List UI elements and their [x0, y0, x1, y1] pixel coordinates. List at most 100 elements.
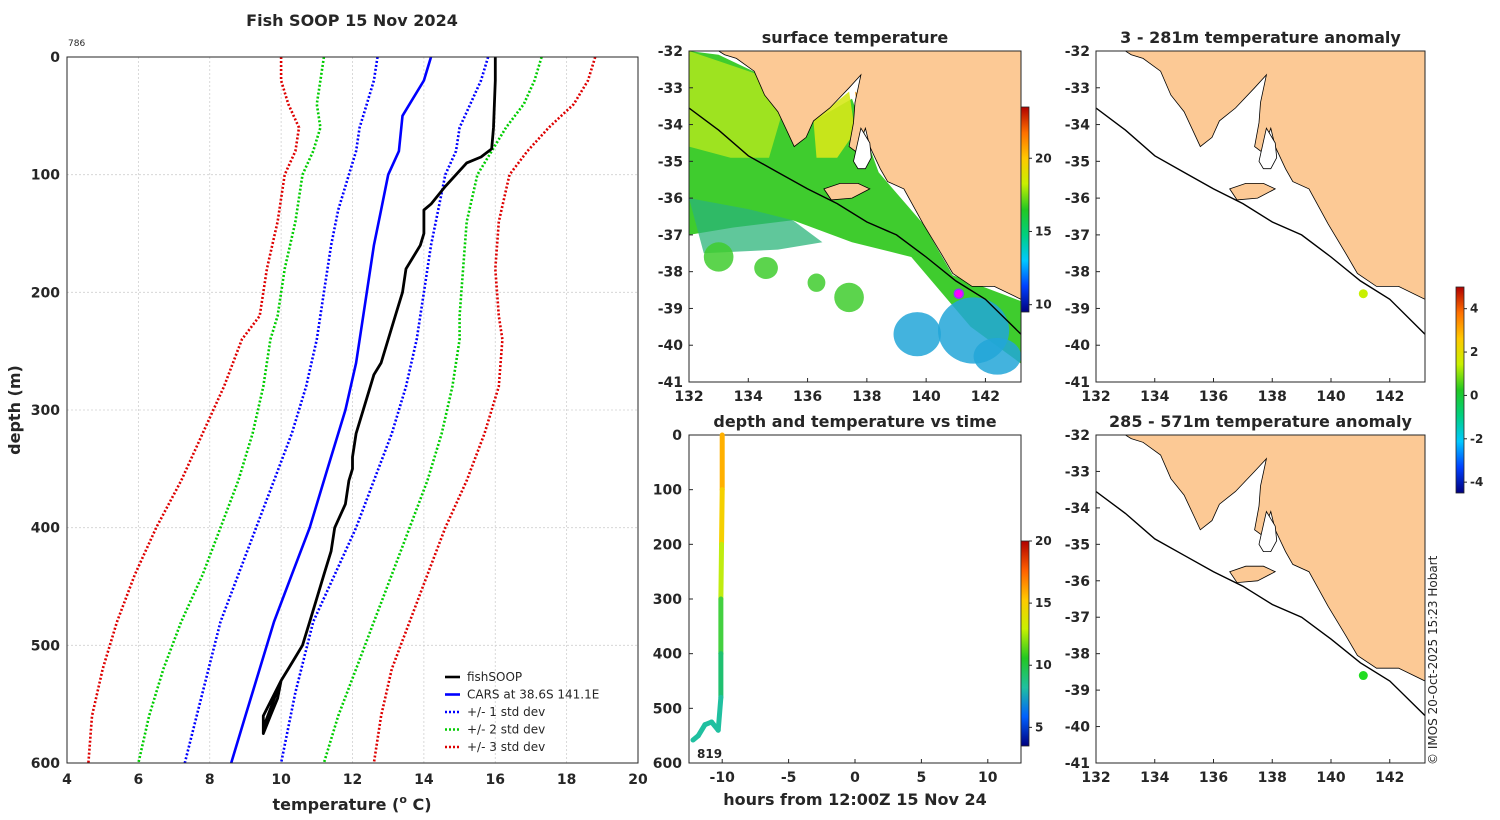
gulf-st-vincent [1258, 127, 1278, 170]
depth-time-track-segment [718, 541, 725, 602]
colorbar-tick-label: 0 [1470, 388, 1478, 402]
colorbar-tick-label: 10 [1035, 658, 1052, 672]
map-ytick-label: -37 [658, 228, 683, 244]
depth-time-ytick-label: 100 [653, 483, 682, 499]
land-mainland [717, 51, 1021, 300]
land-mainland [1124, 435, 1425, 682]
sst-patch [754, 256, 778, 280]
legend-entry: CARS at 38.6S 141.1E [467, 688, 599, 702]
sst-field-cool-band [689, 198, 823, 254]
depth-time-title: depth and temperature vs time [713, 412, 996, 431]
cars-climatology-line [229, 56, 433, 764]
map-xtick-label: 140 [912, 389, 941, 405]
sst-patch [834, 282, 864, 313]
map-ytick-label: -38 [1065, 647, 1090, 663]
colorbar-tick-label: 15 [1035, 224, 1052, 238]
credit-text: © IMOS 20-Oct-2025 15:23 Hobart [1426, 555, 1440, 765]
map-ytick-label: -33 [1065, 81, 1090, 97]
map-ytick-label: -33 [658, 81, 683, 97]
surface-temperature-map: 132 134 136 138 140 142 -32 -33 -34 -35 -36 -37 -38 -… [658, 28, 1022, 405]
map-ytick-label: -34 [1065, 501, 1091, 517]
depth-time-xtick-label: -10 [710, 770, 736, 786]
profile-location-marker [1358, 289, 1368, 299]
map-xtick-label: 134 [734, 389, 763, 405]
profile-ytick-label: 100 [31, 168, 60, 184]
sst-field-gulf [813, 91, 855, 158]
map-ytick-label: -37 [1065, 228, 1090, 244]
colorbar-bar [1020, 106, 1030, 313]
map-axes-box [1095, 434, 1426, 764]
anomaly-colorbar: 4 2 0 -2 -4 [1455, 286, 1483, 494]
colorbar-tick-label: -4 [1470, 475, 1483, 489]
depth-time-ytick-label: 200 [653, 537, 682, 553]
fishsoop-profile-line [261, 57, 497, 735]
profile-location-marker [1358, 671, 1368, 681]
map-content [1096, 435, 1425, 763]
map-title: surface temperature [762, 28, 949, 47]
profile-xtick-label: 18 [557, 772, 576, 788]
map-xtick-label: 142 [1375, 770, 1404, 786]
gulf-st-vincent [1258, 510, 1278, 552]
depth-time-xtick-label: 5 [917, 770, 927, 786]
map-ytick-label: -40 [1065, 338, 1091, 354]
map-ytick-label: -39 [1065, 683, 1090, 699]
map-title: 285 - 571m temperature anomaly [1109, 412, 1412, 431]
profile-xtick-label: 12 [343, 772, 362, 788]
map-ytick-label: -39 [658, 301, 683, 317]
depth-time-colorbar: 5 10 15 20 [1020, 534, 1052, 747]
depth-time-xtick-label: 0 [850, 770, 860, 786]
profile-ytick-label: 300 [31, 403, 60, 419]
depth-time-ytick-label: 500 [653, 701, 682, 717]
shelf-break-contour [1096, 107, 1425, 335]
depth-time-ytick-label: 0 [672, 428, 682, 444]
shelf-break-contour [1096, 490, 1425, 717]
map-ytick-label: -32 [658, 44, 683, 60]
legend-entry: +/- 1 std dev [467, 705, 545, 719]
map-xtick-label: 132 [1081, 389, 1110, 405]
map-ytick-label: -36 [1065, 574, 1090, 590]
map-ytick-label: -41 [1065, 375, 1090, 391]
land-mainland [1124, 51, 1425, 300]
profile-title: Fish SOOP 15 Nov 2024 [246, 11, 458, 30]
profile-ylabel: depth (m) [5, 365, 24, 455]
depth-time-track-segment [690, 733, 701, 743]
map-ytick-label: -38 [1065, 265, 1090, 281]
gulf-st-vincent [853, 127, 872, 170]
map-xtick-label: 132 [1081, 770, 1110, 786]
profile-ytick-label: 0 [50, 50, 60, 66]
shelf-break-contour [689, 107, 1021, 335]
map-ytick-label: -37 [1065, 610, 1090, 626]
colorbar-bar [1020, 540, 1030, 747]
profile-xtick-label: 10 [271, 772, 291, 788]
std-envelope-2-left [137, 56, 326, 764]
map-xtick-label: 138 [1258, 389, 1287, 405]
map-xtick-label: 142 [1375, 389, 1404, 405]
map-ytick-label: -40 [658, 338, 684, 354]
anomaly-deep-map: 132 134 136 138 140 142 -32 -33 -34 -35 -36 -37 -38 -… [1065, 412, 1426, 786]
colorbar-bar [1455, 286, 1465, 494]
depth-time-ytick-label: 400 [653, 647, 682, 663]
profile-xtick-label: 14 [414, 772, 434, 788]
colorbar-tick-label: 5 [1035, 720, 1043, 734]
xlabel-tail: C) [407, 795, 432, 814]
sst-field-warm-bight [689, 51, 781, 158]
depth-time-ytick-label: 600 [653, 756, 682, 772]
colorbar-tick-label: 10 [1035, 298, 1052, 312]
profile-xtick-label: 20 [628, 772, 648, 788]
colorbar-tick-label: -2 [1470, 432, 1483, 446]
depth-time-track-segment [715, 694, 724, 733]
legend-entry: +/- 2 std dev [467, 723, 545, 737]
depth-time-annotation: 819 [697, 747, 722, 761]
map-axes-box [1095, 50, 1426, 383]
profile-location-marker [953, 288, 964, 299]
profile-xtick-label: 8 [205, 772, 215, 788]
depth-time-xlabel: hours from 12:00Z 15 Nov 24 [723, 790, 986, 809]
map-ytick-label: -36 [1065, 191, 1090, 207]
std-envelope-1-left [183, 56, 379, 764]
sst-patch [807, 273, 826, 292]
map-xtick-label: 140 [1316, 770, 1345, 786]
map-ytick-label: -41 [1065, 756, 1090, 772]
